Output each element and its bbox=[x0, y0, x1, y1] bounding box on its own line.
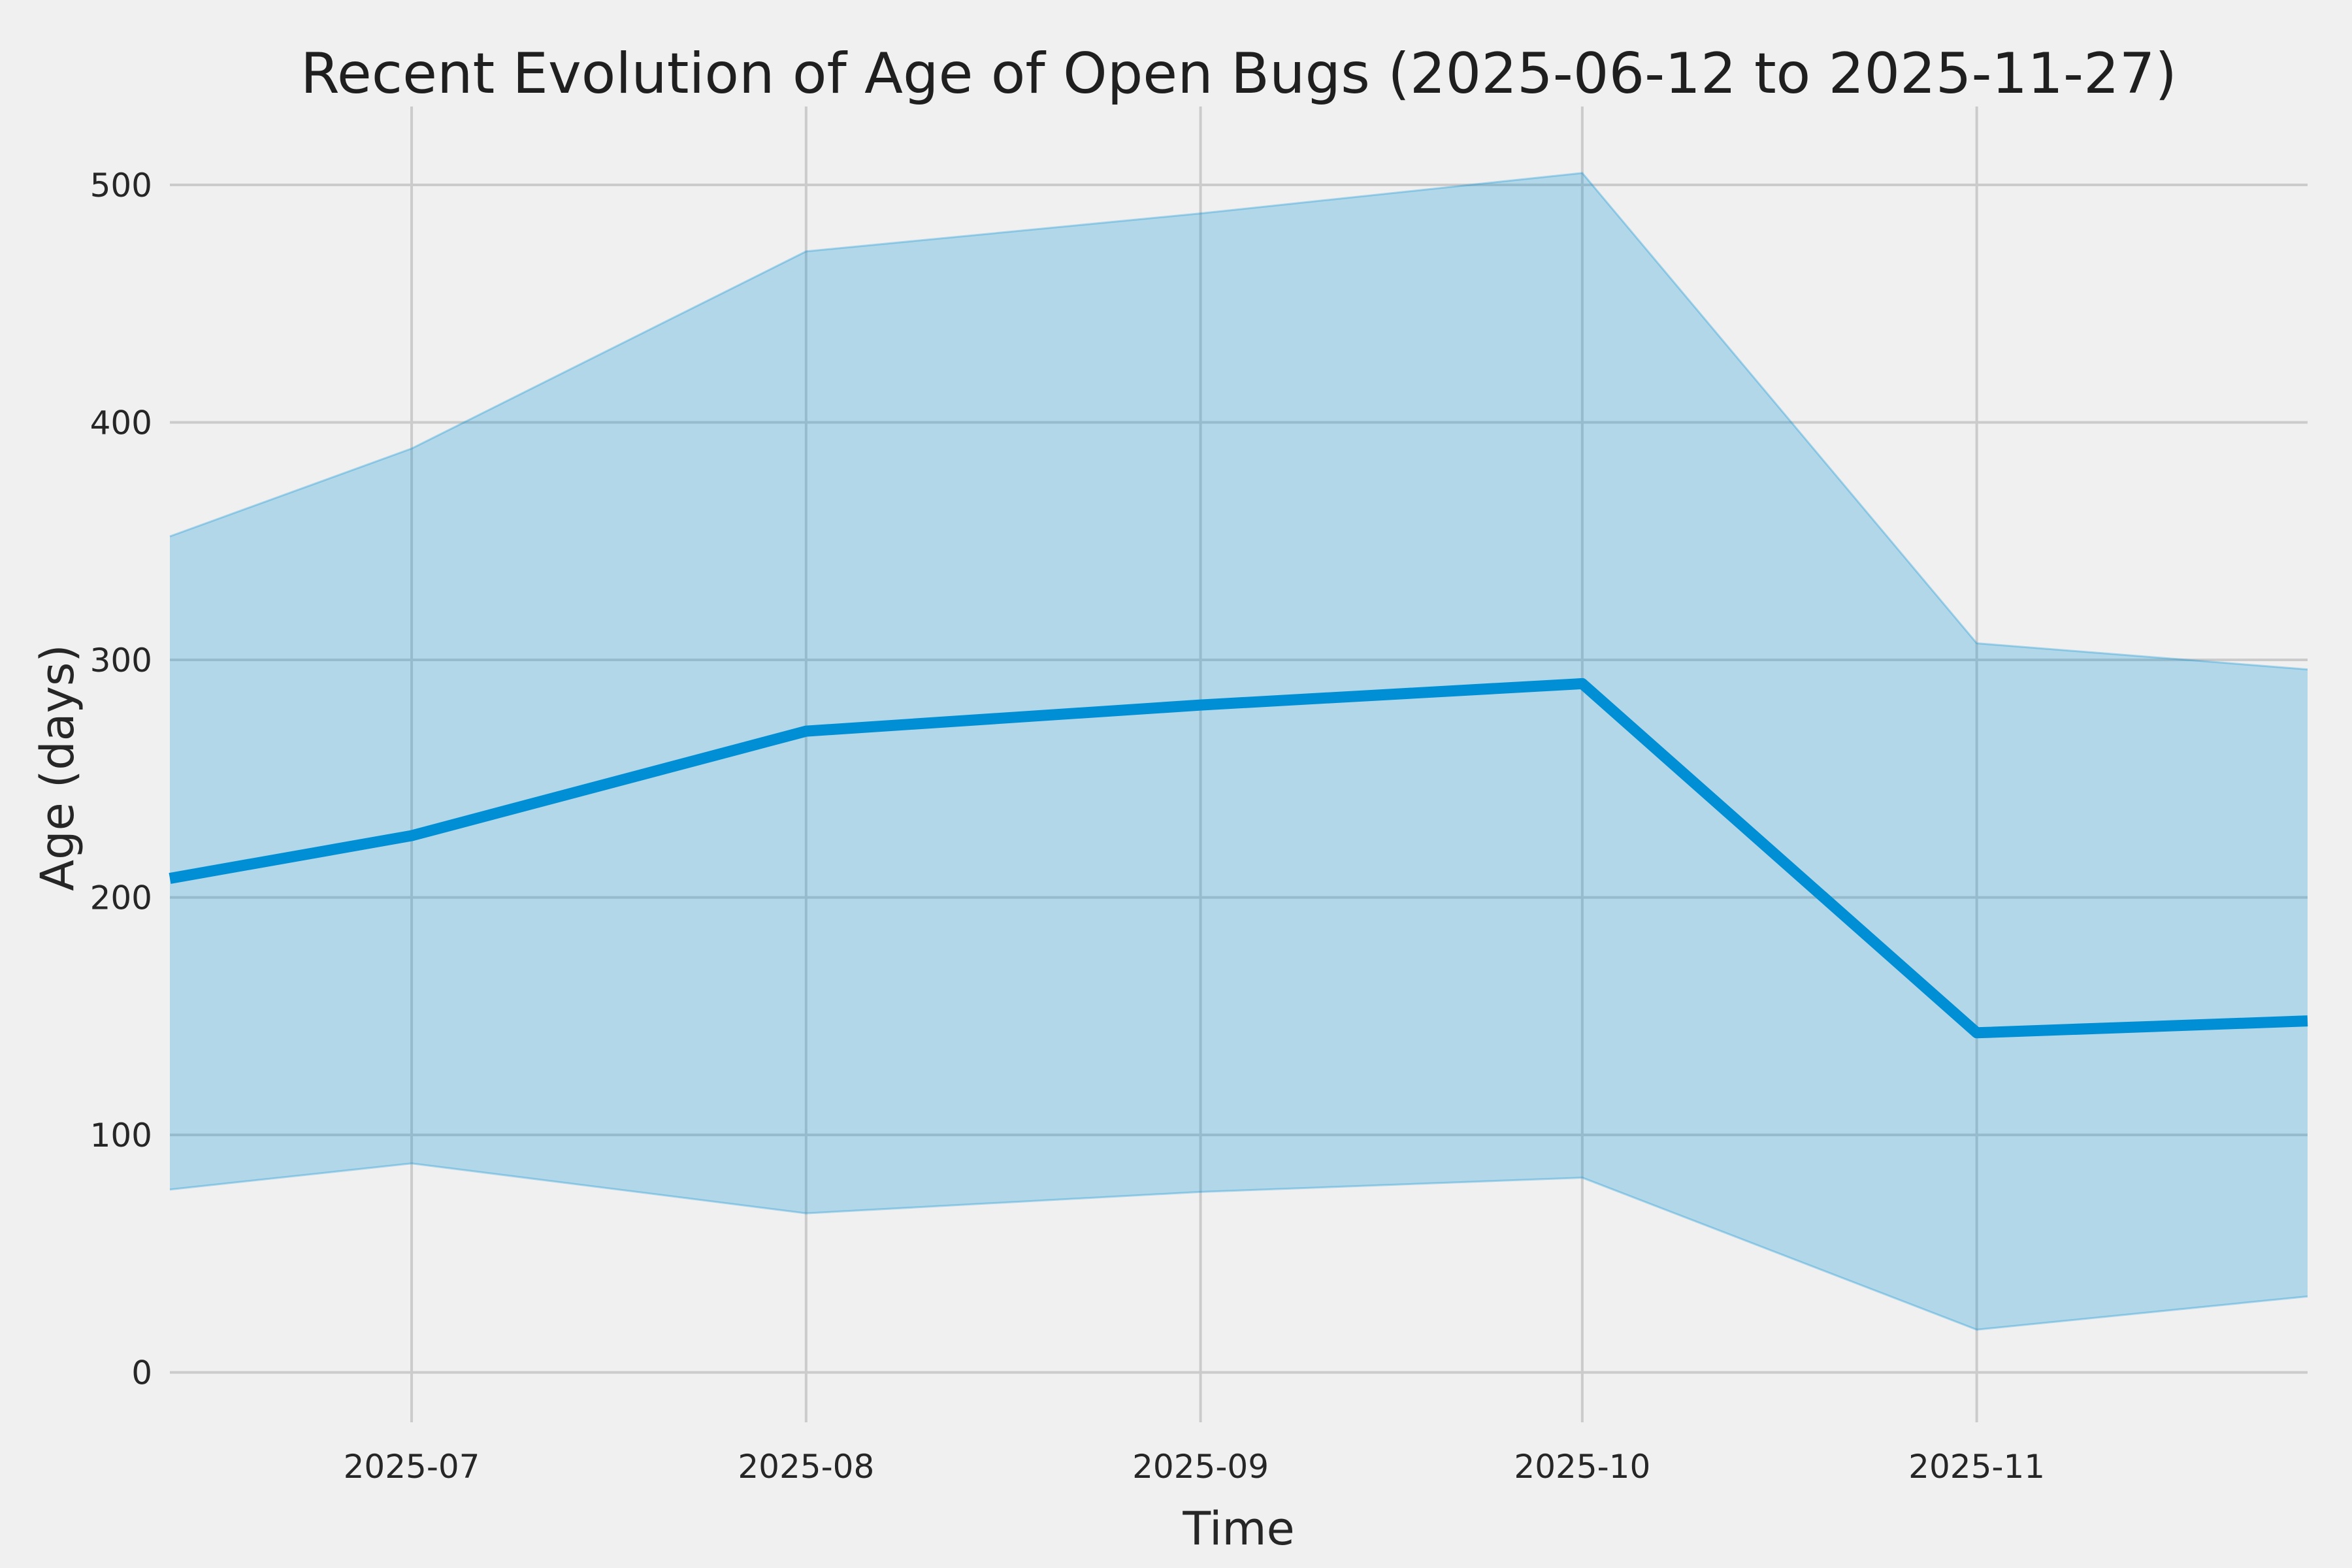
y-tick-label-300: 300 bbox=[90, 642, 152, 679]
x-tick-label-2025-09: 2025-09 bbox=[1132, 1448, 1269, 1486]
uncertainty-band bbox=[170, 172, 2308, 1330]
x-axis-label: Time bbox=[1183, 1502, 1295, 1556]
y-tick-label-200: 200 bbox=[90, 879, 152, 917]
x-tick-label-2025-11: 2025-11 bbox=[1908, 1448, 2045, 1486]
band-upper-edge bbox=[169, 172, 2308, 671]
y-tick-label-0: 0 bbox=[131, 1354, 152, 1392]
chart-title: Recent Evolution of Age of Open Bugs (20… bbox=[301, 41, 2177, 106]
y-tick-label-400: 400 bbox=[90, 404, 152, 442]
median-line bbox=[169, 678, 2308, 1039]
x-tick-label-2025-10: 2025-10 bbox=[1514, 1448, 1650, 1486]
y-axis-label: Age (days) bbox=[31, 644, 84, 891]
band-lower-edge bbox=[169, 1162, 2308, 1331]
y-tick-label-500: 500 bbox=[90, 167, 152, 204]
x-tick-label-2025-07: 2025-07 bbox=[344, 1448, 480, 1486]
x-tick-label-2025-08: 2025-08 bbox=[738, 1448, 874, 1486]
y-tick-label-100: 100 bbox=[90, 1117, 152, 1154]
